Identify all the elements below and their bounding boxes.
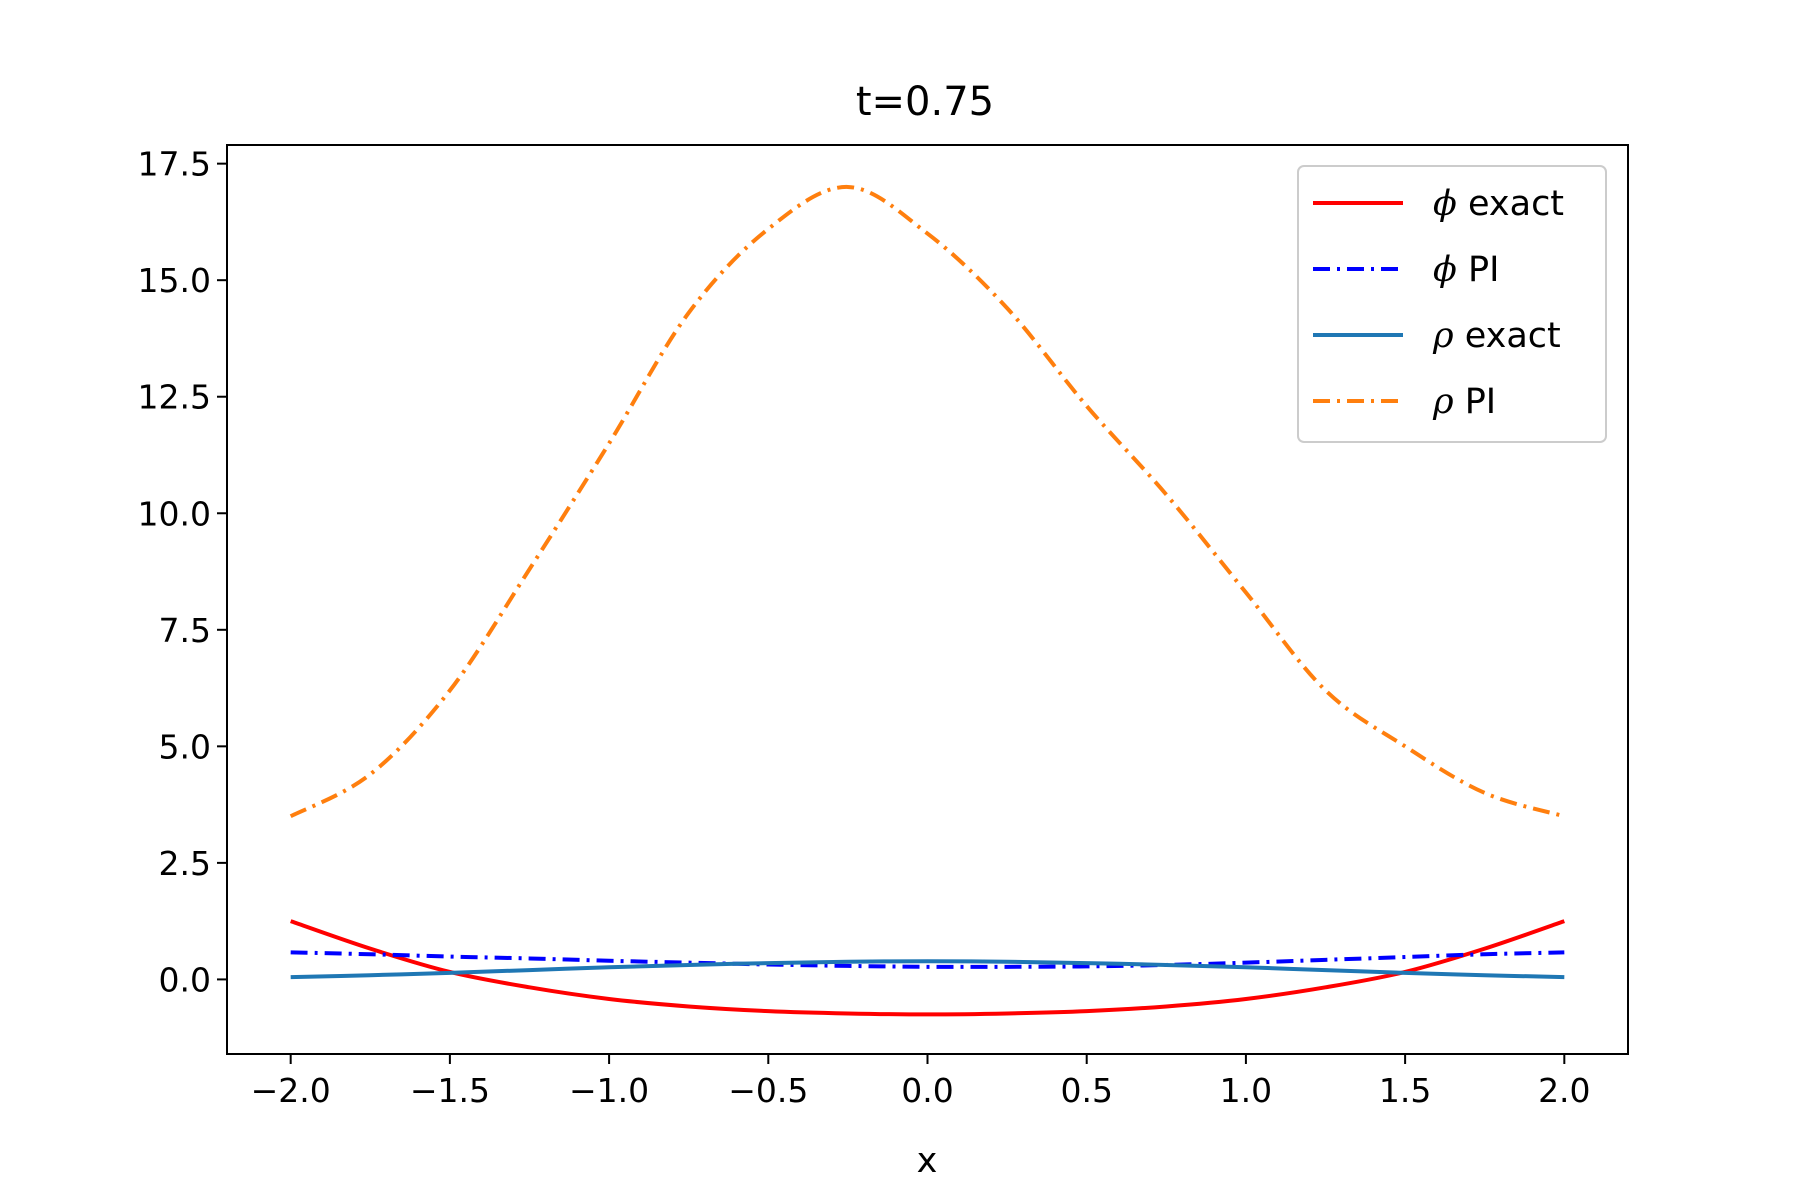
series-line-2 [290, 950, 1565, 969]
y-tick-label: 0.0 [159, 960, 211, 999]
legend-label-3: ρ exact [1432, 316, 1561, 356]
x-tick-label: 0.0 [901, 1071, 953, 1110]
x-axis: −2.0 −1.5 −1.0 −0.5 0.0 0.5 1.0 1.5 2.0 [251, 1054, 1591, 1110]
y-tick-label: 15.0 [138, 261, 211, 300]
x-tick-label: −0.5 [728, 1071, 808, 1110]
series-line-4 [289, 184, 1565, 819]
chart-title: t=0.75 [856, 79, 994, 125]
legend-frame [1297, 165, 1607, 443]
legend-label-4: ρ PI [1432, 382, 1496, 422]
series-line-3 [290, 959, 1565, 980]
y-tick-label: 5.0 [159, 727, 211, 766]
x-tick-label: 0.5 [1060, 1071, 1112, 1110]
x-tick-label: −2.0 [251, 1071, 331, 1110]
x-tick-label: 2.0 [1538, 1071, 1590, 1110]
plot-area [289, 184, 1565, 1017]
legend-label-1: ϕ exact [1433, 184, 1564, 224]
y-tick-label: 17.5 [138, 145, 211, 184]
y-tick-label: 10.0 [138, 494, 211, 533]
legend-label-2: ϕ PI [1433, 250, 1499, 290]
y-tick-label: 2.5 [159, 844, 211, 883]
x-tick-label: −1.0 [569, 1071, 649, 1110]
x-axis-label: x [917, 1141, 938, 1181]
x-tick-label: 1.5 [1379, 1071, 1431, 1110]
x-tick-label: −1.5 [410, 1071, 490, 1110]
y-axis: 0.0 2.5 5.0 7.5 10.0 12.5 15.0 17.5 [138, 145, 227, 999]
legend: ϕ exact ϕ PI ρ exact ρ PI [1297, 165, 1607, 443]
series-line-1 [290, 919, 1565, 1017]
y-tick-label: 7.5 [159, 611, 211, 650]
y-tick-label: 12.5 [138, 378, 211, 417]
x-tick-label: 1.0 [1220, 1071, 1272, 1110]
